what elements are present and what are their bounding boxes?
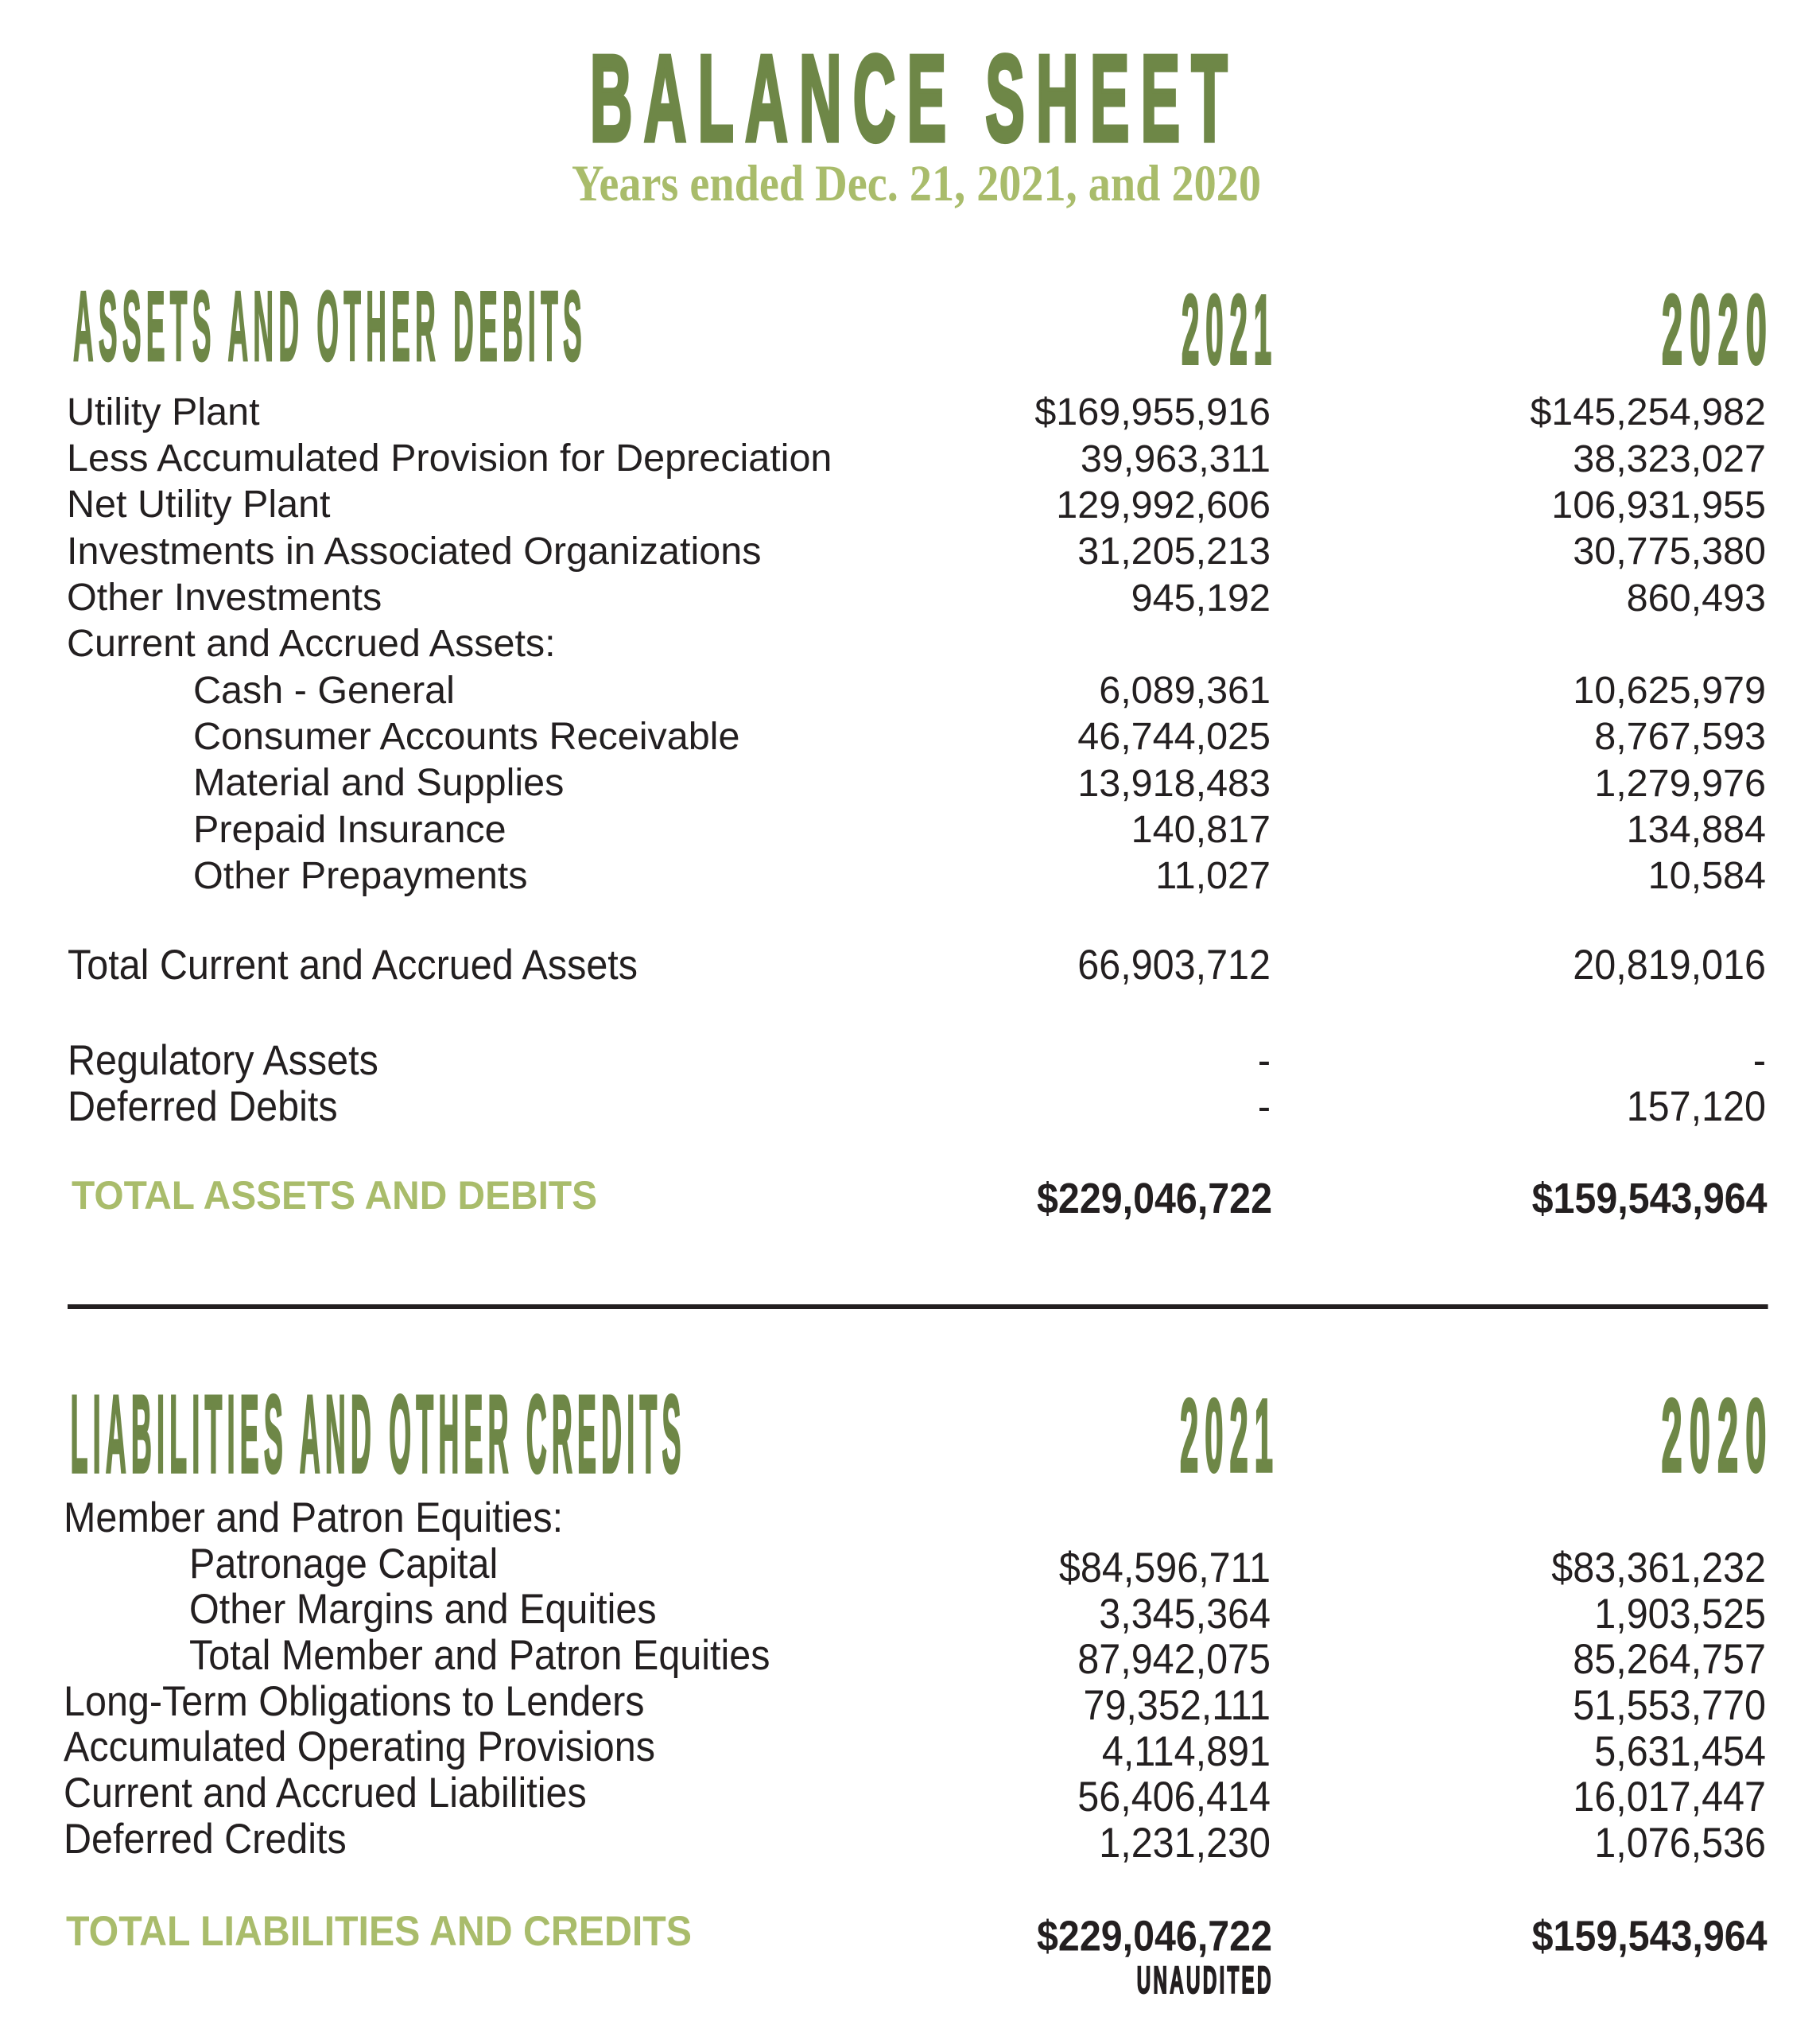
svg-text:UNAUDITED: UNAUDITED xyxy=(1137,1960,1274,2002)
svg-text:$229,046,722: $229,046,722 xyxy=(1037,1175,1272,1222)
svg-text:2021: 2021 xyxy=(1180,1377,1279,1494)
svg-text:2020: 2020 xyxy=(1662,276,1774,385)
svg-text:ASSETS AND OTHER DEBITS: ASSETS AND OTHER DEBITS xyxy=(73,272,587,382)
svg-text:Years ended Dec. 21, 2021, and: Years ended Dec. 21, 2021, and 2020 xyxy=(572,155,1261,212)
svg-text:$159,543,964: $159,543,964 xyxy=(1532,1175,1768,1222)
svg-text:$229,046,722: $229,046,722 xyxy=(1037,1913,1272,1960)
svg-text:LIABILITIES AND OTHER CREDITS: LIABILITIES AND OTHER CREDITS xyxy=(71,1374,686,1496)
svg-text:2020: 2020 xyxy=(1662,1377,1774,1494)
svg-text:BALANCE SHEET: BALANCE SHEET xyxy=(590,30,1239,167)
svg-text:2021: 2021 xyxy=(1182,276,1278,385)
svg-text:TOTAL ASSETS AND DEBITS: TOTAL ASSETS AND DEBITS xyxy=(72,1173,597,1218)
svg-text:TOTAL LIABILITIES AND CREDITS: TOTAL LIABILITIES AND CREDITS xyxy=(66,1908,692,1955)
svg-text:$159,543,964: $159,543,964 xyxy=(1532,1913,1768,1960)
